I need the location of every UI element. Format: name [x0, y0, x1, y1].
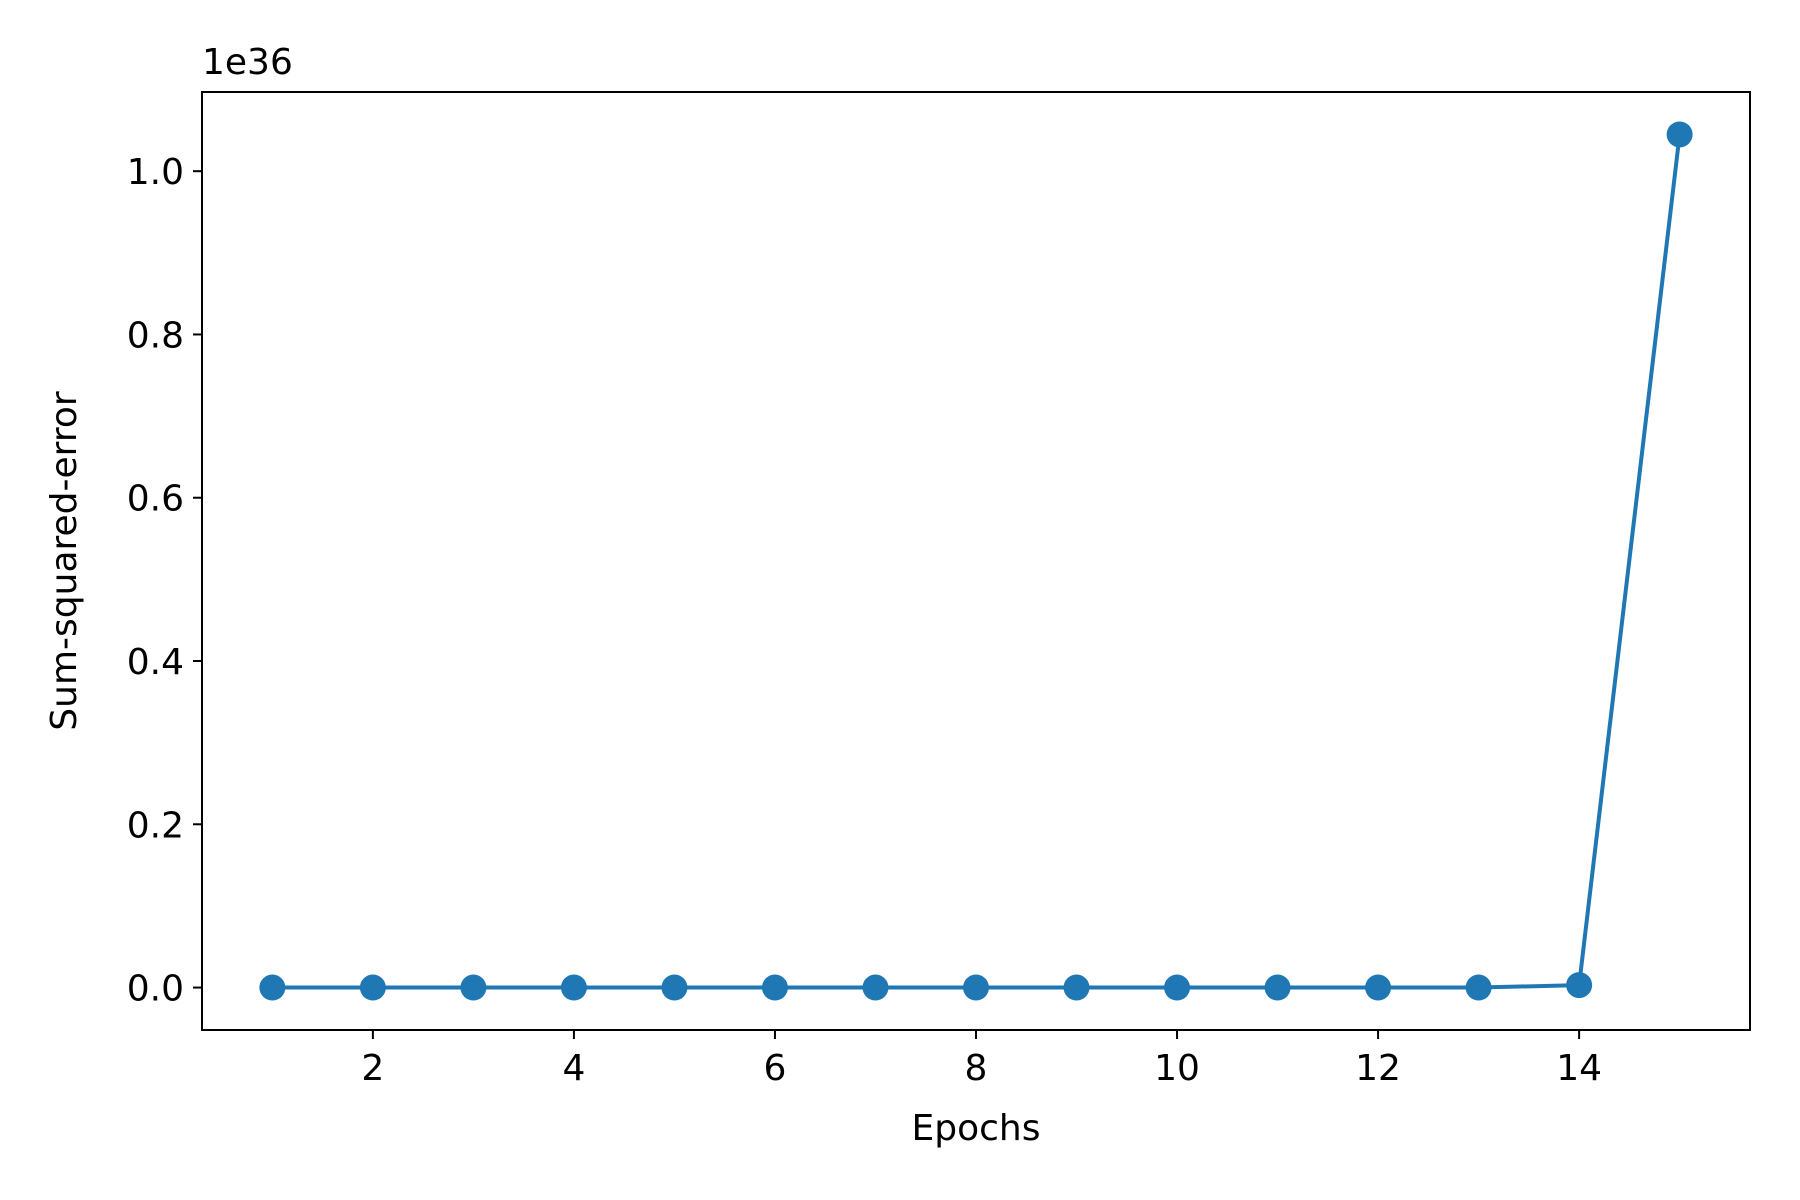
- y-tick-label: 1.0: [127, 152, 184, 193]
- y-axis-label: Sum-squared-error: [44, 391, 85, 731]
- x-tick-label: 14: [1556, 1048, 1602, 1089]
- x-tick-label: 10: [1154, 1048, 1200, 1089]
- data-point: [1164, 974, 1191, 1001]
- x-tick-label: 8: [965, 1048, 988, 1089]
- y-tick-label: 0.0: [127, 969, 184, 1010]
- data-point: [259, 974, 286, 1001]
- plot-layer: [259, 121, 1693, 1001]
- data-point: [1566, 972, 1593, 999]
- x-tick-label: 6: [764, 1048, 787, 1089]
- y-tick-label: 0.6: [127, 479, 184, 520]
- data-point: [862, 974, 889, 1001]
- y-axis-offset-label: 1e36: [202, 42, 293, 83]
- data-point: [1264, 974, 1291, 1001]
- data-point: [460, 974, 487, 1001]
- data-point: [761, 974, 788, 1001]
- x-tick-label: 4: [562, 1048, 585, 1089]
- x-tick-label: 12: [1355, 1048, 1401, 1089]
- tick-layer: 2 4 6 8 10 12 14 0.0 0.2 0.4 0.6 0.8 1.0: [127, 152, 1602, 1089]
- data-point: [1465, 974, 1492, 1001]
- y-tick-label: 0.8: [127, 315, 184, 356]
- x-axis-label: Epochs: [912, 1108, 1041, 1149]
- data-point: [1365, 974, 1392, 1001]
- y-tick-label: 0.4: [127, 642, 184, 683]
- data-point: [963, 974, 989, 1001]
- data-point: [1666, 121, 1693, 148]
- data-point: [1063, 974, 1090, 1001]
- x-tick-label: 2: [361, 1048, 384, 1089]
- data-point: [359, 974, 386, 1001]
- data-point: [560, 974, 587, 1001]
- y-tick-label: 0.2: [127, 805, 184, 846]
- data-point: [661, 974, 688, 1001]
- plot-frame: [201, 91, 1751, 1031]
